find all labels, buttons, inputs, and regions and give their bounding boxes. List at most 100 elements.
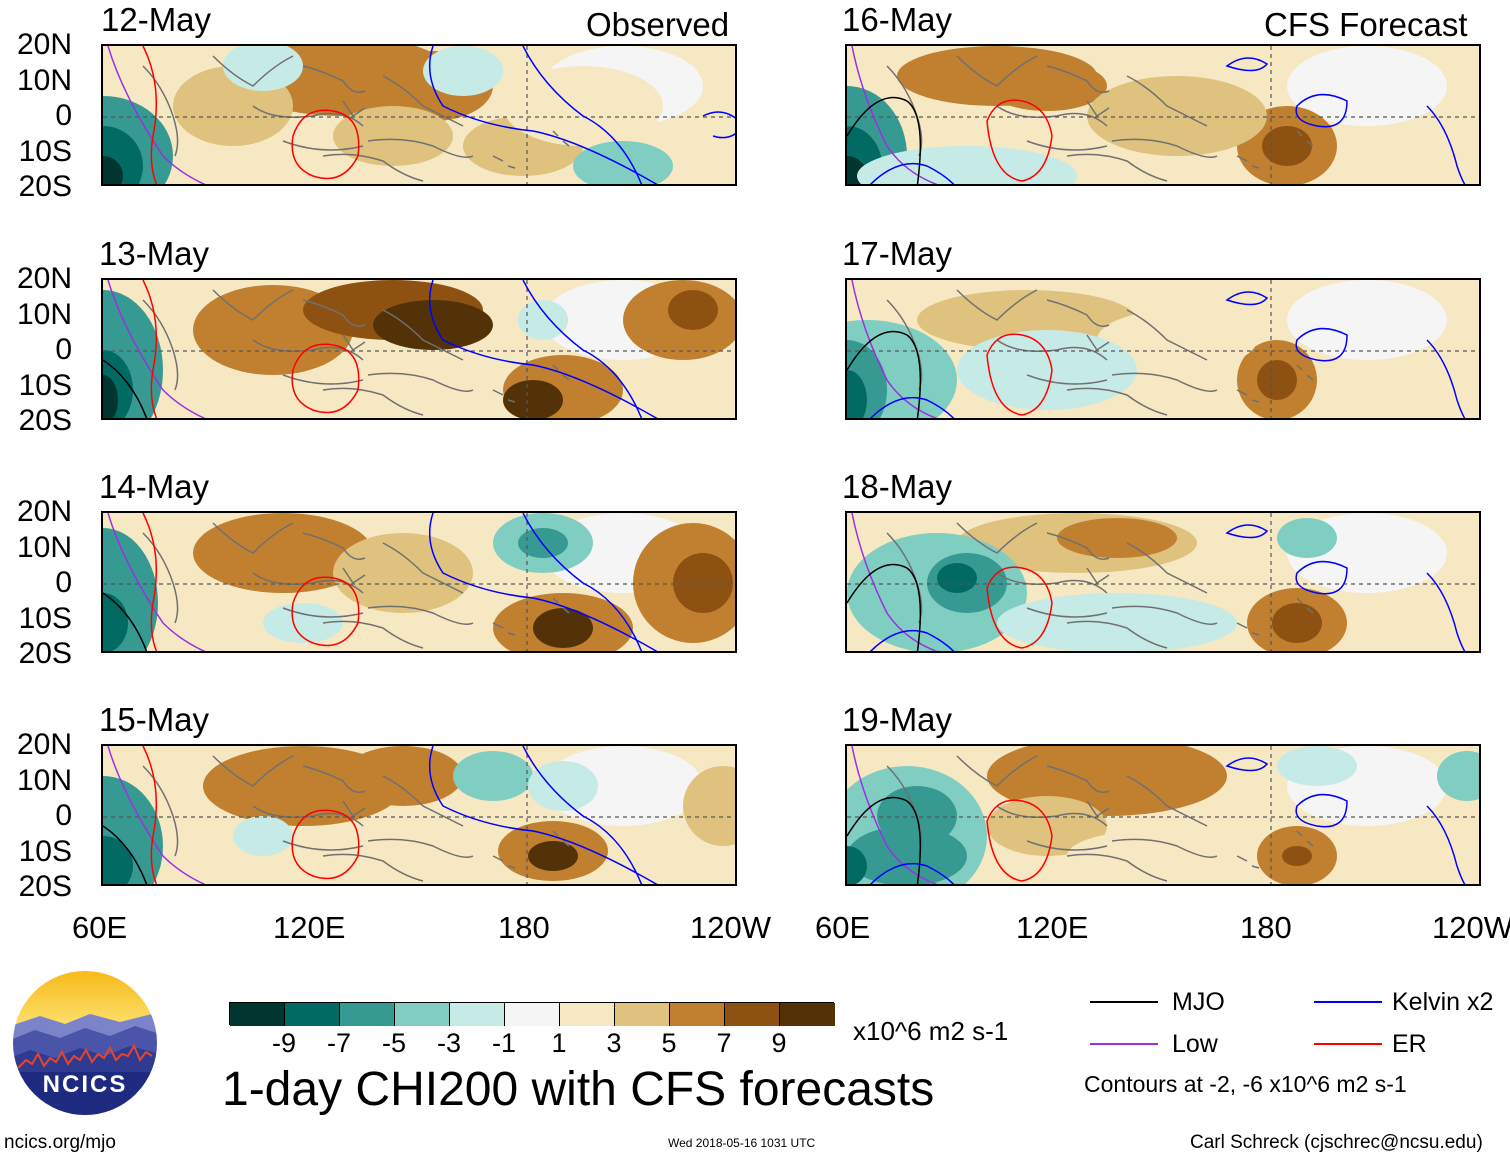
negative-anomaly-region [518,528,568,558]
coastline [367,830,570,869]
positive-anomaly-region [343,746,463,806]
colorbar-swatch [725,1003,780,1026]
coastline [302,299,464,361]
negative-anomaly-region [573,141,673,184]
x-tick-left-120e: 120E [273,910,346,945]
map-panel-fc-4 [845,744,1481,886]
map-panel-fc-2 [845,278,1481,420]
kelvin-contour [1426,805,1466,884]
low-contour [851,46,938,184]
coastline [1066,153,1168,182]
coastline [1046,765,1208,827]
coastline [1046,532,1208,594]
coastline [367,597,570,636]
colorbar-swatch [285,1003,340,1026]
kelvin-contour [428,513,658,651]
colorbar-swatch [395,1003,450,1026]
kelvin-contour [869,862,955,884]
panel-date-obs-4: 15-May [99,701,210,738]
negative-anomaly-region [857,146,1077,184]
coastline [996,100,1110,151]
colorbar-ticks: -9 -7 -5 -3 -1 1 3 5 7 9 [229,1030,834,1060]
negative-anomaly-region [103,593,128,651]
y-tick-label: 20S [18,870,72,903]
positive-anomaly-region [1067,831,1227,881]
positive-anomaly-region [668,290,718,330]
low-contour [851,280,938,418]
coastline [367,130,570,169]
low-contour [851,513,938,651]
y-tick-label: 0 [55,99,72,132]
positive-anomaly-region [673,553,733,613]
mjo-contour [103,825,148,884]
colorbar-tick-label: -3 [436,1028,462,1058]
coastline [252,100,366,151]
colorbar-tick-label: -1 [491,1028,517,1058]
legend-mjo-line [1090,1001,1158,1003]
y-tick-label: 10S [18,601,72,635]
er-contour [986,333,1053,416]
negative-anomaly-region [847,370,867,418]
coastline [1066,620,1168,649]
positive-anomaly-region [333,533,473,613]
er-contour [142,746,158,884]
colorbar-tick-label: -7 [326,1028,352,1058]
y-tick-label: 10N [16,297,72,331]
positive-anomaly-region [683,766,735,846]
positive-anomaly-region [503,66,663,146]
y-tick-label: 20S [18,404,72,437]
x-tick-right-180: 180 [1240,910,1292,945]
legend-low-label: Low [1172,1030,1218,1058]
map-panel-obs-2 [101,278,737,420]
y-tick-label: 10N [16,63,72,97]
map-panel-fc-3 [845,511,1481,653]
coastline [1066,853,1168,882]
footer-timestamp: Wed 2018-05-16 1031 UTC [668,1136,816,1150]
coastline [996,334,1110,385]
er-contour [291,109,360,180]
colorbar-swatch [780,1003,835,1026]
mjo-contour [103,359,148,418]
coastline [996,800,1110,851]
colorbar-swatch [505,1003,560,1026]
kelvin-contour [522,46,643,184]
panel-date-fc-3: 18-May [842,468,953,505]
map-panel-fc-1 [845,44,1481,186]
positive-anomaly-region [333,106,453,166]
er-contour [142,46,158,184]
footer-author: Carl Schreck (cjschrec@ncsu.edu) [1190,1132,1483,1153]
coastline [1046,299,1208,361]
colorbar-units: x10^6 m2 s-1 [853,1016,1009,1046]
mjo-contour [847,796,922,884]
coastline [996,567,1110,618]
map-panel-obs-1 [101,44,737,186]
colorbar-tick-label: 5 [661,1028,677,1058]
footer-url: ncics.org/mjo [4,1132,116,1153]
y-tick-label: 0 [55,333,72,366]
observed-header: Observed [586,6,730,43]
colorbar-swatch [230,1003,285,1026]
coastline [252,800,366,851]
low-contour [107,46,206,184]
coastline [367,364,570,403]
legend-er-line [1314,1043,1382,1045]
anomaly-region [1287,280,1447,360]
kelvin-contour [702,111,735,139]
colorbar-swatch [670,1003,725,1026]
negative-anomaly-region [997,593,1237,651]
panel-date-obs-3: 14-May [99,468,210,505]
logo-text: NCICS [43,1071,128,1098]
positive-anomaly-region [1087,76,1267,156]
kelvin-contour [1426,572,1466,651]
er-contour [986,99,1053,182]
negative-anomaly-region [518,300,568,340]
kelvin-contour [1295,793,1348,828]
panel-date-fc-4: 19-May [842,701,953,738]
y-tick-label: 20N [16,495,72,528]
chart-title: 1-day CHI200 with CFS forecasts [222,1063,935,1116]
er-contour [986,799,1053,882]
er-contour [291,809,360,880]
negative-anomaly-region [233,816,293,856]
negative-anomaly-region [937,563,977,593]
forecast-header: CFS Forecast [1264,6,1468,43]
